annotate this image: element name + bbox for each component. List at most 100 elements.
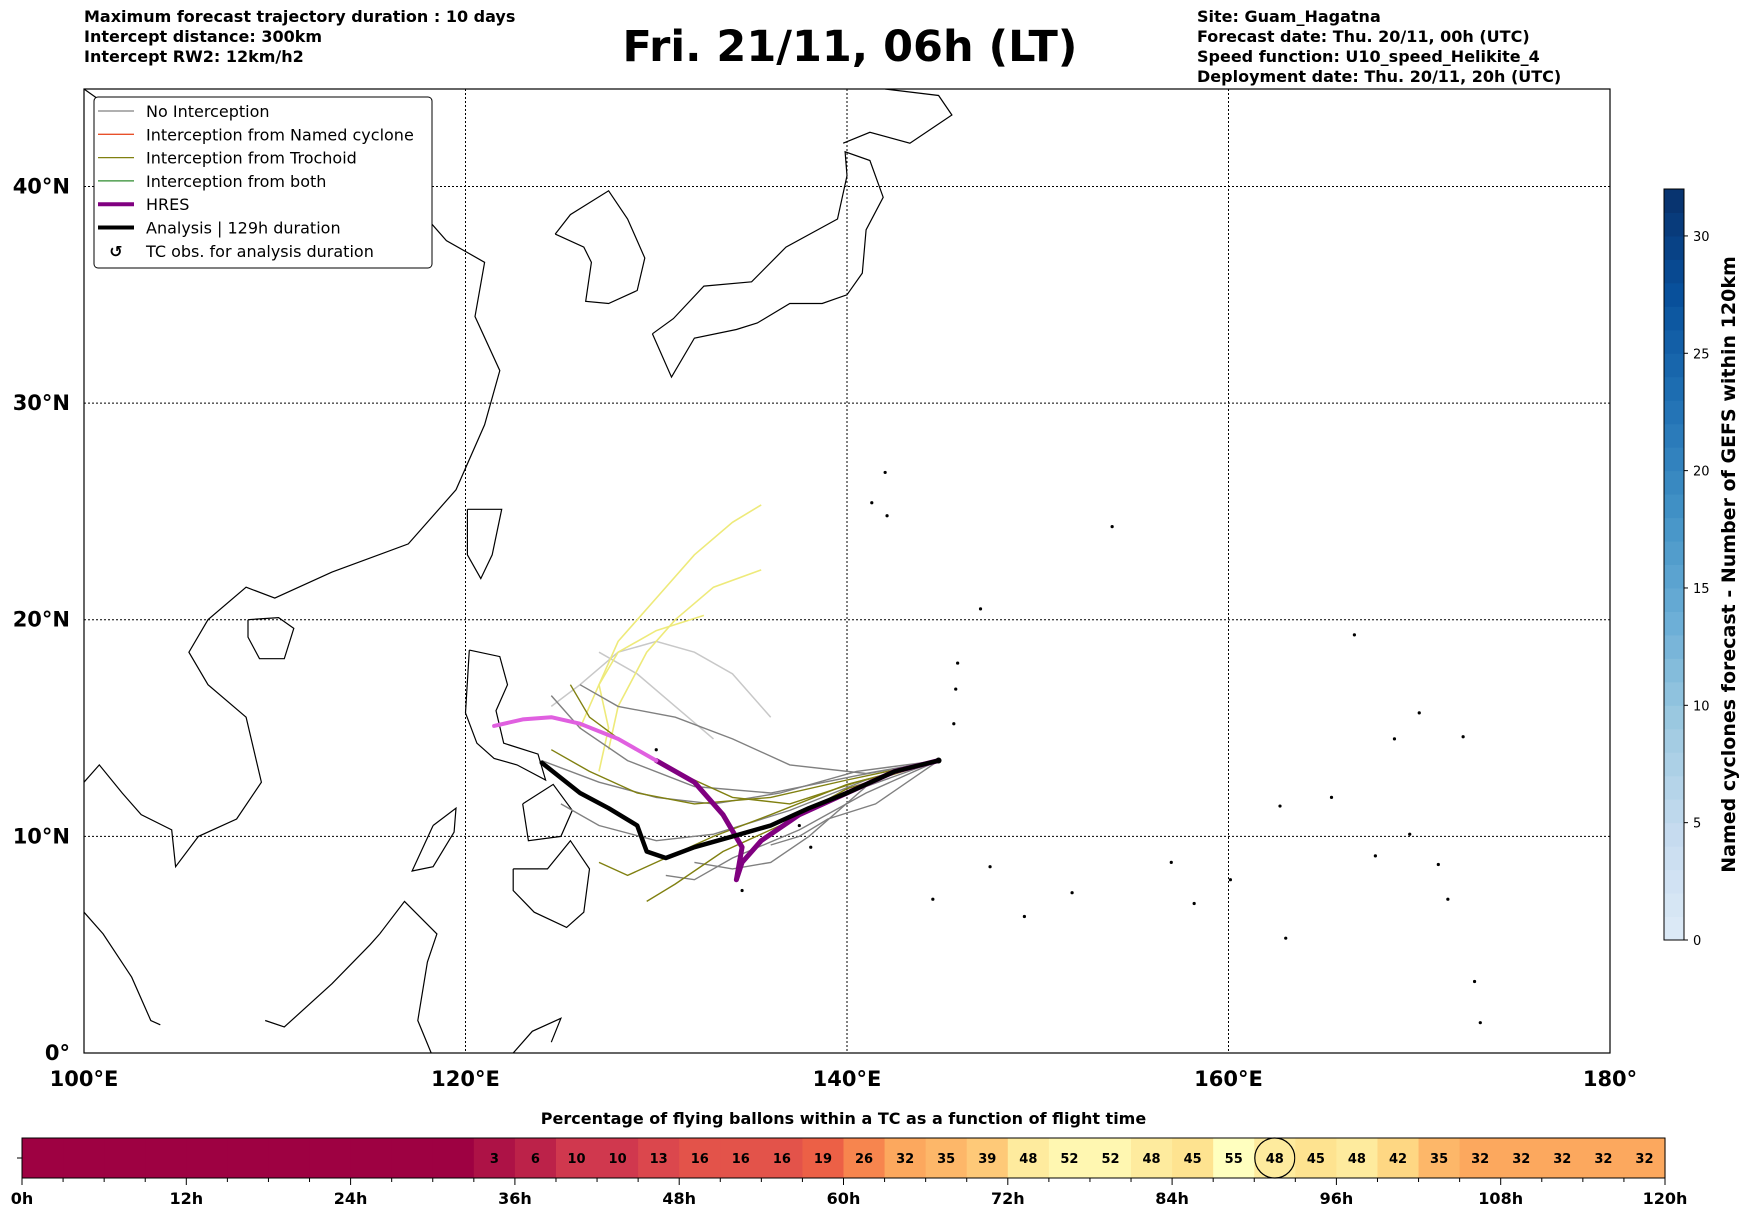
timeline-cell (1336, 1138, 1379, 1178)
header-right-line-2: Forecast date: Thu. 20/11, 00h (UTC) (1197, 27, 1530, 46)
coastlines (84, 89, 953, 1053)
header-right-line-1: Site: Guam_Hagatna (1197, 7, 1381, 26)
timeline-cell-label: 48 (1266, 1152, 1284, 1167)
colorbar-bin (1664, 423, 1684, 448)
island (809, 845, 813, 849)
timeline-cell (268, 1138, 311, 1178)
timeline-cell (925, 1138, 968, 1178)
track-trochoid-light (579, 504, 762, 729)
timeline-cell-label: 6 (531, 1152, 540, 1167)
colorbar-tick-label: 30 (1693, 230, 1710, 245)
colorbar-bin (1664, 705, 1684, 730)
island (988, 865, 992, 869)
island (1132, 1073, 1135, 1076)
timeline-tick-label: 72h (991, 1189, 1025, 1208)
timeline-cell (1048, 1138, 1091, 1178)
y-tick-label: 30°N (13, 391, 70, 415)
map-plot-area: 100°E 120°E 140°E 160°E 180° 0° 10°N 20°N 30°N 40… (13, 88, 1637, 1091)
timeline-cell (309, 1138, 352, 1178)
colorbar-bin (1664, 564, 1684, 589)
island (885, 514, 889, 518)
track-hres-tail (492, 715, 659, 763)
island (1472, 979, 1477, 984)
coastline (84, 911, 161, 1026)
timeline-cell-label: 32 (1553, 1152, 1571, 1167)
colorbar-tick-label: 15 (1693, 582, 1710, 597)
timeline-cell-label: 52 (1101, 1152, 1119, 1167)
track-no-interception (665, 759, 939, 881)
timeline-cell (1541, 1138, 1584, 1178)
timeline-cell-label: 32 (896, 1152, 914, 1167)
header-left-line-3: Intercept RW2: 12km/h2 (84, 47, 304, 66)
timeline-cell (1623, 1138, 1666, 1178)
colorbar-bin (1664, 306, 1684, 331)
timeline-cell-label: 52 (1060, 1152, 1078, 1167)
timeline-tick-label: 108h (1478, 1189, 1523, 1208)
tracks (492, 504, 942, 902)
colorbar-bin (1664, 329, 1684, 354)
colorbar-tick-label: 5 (1693, 817, 1701, 832)
timeline-tick-label: 12h (169, 1189, 203, 1208)
coastline (842, 89, 953, 144)
timeline-tick-label: 84h (1155, 1189, 1189, 1208)
coastline (651, 150, 884, 379)
timeline-cell-label: 48 (1348, 1152, 1366, 1167)
timeline-tick-label: 24h (334, 1189, 368, 1208)
y-tick-label: 10°N (13, 824, 70, 848)
timeline-tick-label: 96h (1320, 1189, 1354, 1208)
island (1461, 735, 1465, 739)
colorbar-bin (1664, 728, 1684, 753)
colorbar-tick-label: 20 (1693, 465, 1710, 480)
header-right-line-3: Speed function: U10_speed_Helikite_4 (1197, 47, 1540, 66)
map-frame (83, 88, 1611, 1054)
legend-label: Interception from Trochoid (146, 149, 357, 168)
timeline-cell (555, 1138, 598, 1178)
island (883, 470, 887, 475)
header-left: Maximum forecast trajectory duration : 1… (84, 7, 515, 67)
coastline (522, 783, 573, 842)
colorbar-bin (1664, 634, 1684, 659)
timeline-tick-label: 120h (1643, 1189, 1688, 1208)
colorbar-tick-label: 0 (1693, 934, 1701, 949)
track-trochoid (569, 684, 939, 805)
colorbar-bin (1664, 282, 1684, 307)
timeline-cell (63, 1138, 105, 1178)
colorbar-bin (1664, 235, 1684, 260)
island (654, 748, 658, 752)
legend-label: HRES (146, 195, 189, 214)
timeline-cell-label: 10 (609, 1152, 627, 1167)
track-trochoid-light (607, 569, 762, 750)
colorbar-bin (1664, 189, 1684, 213)
timeline-cell (1459, 1138, 1502, 1178)
island (1446, 897, 1450, 901)
colorbar-label: Named cyclones forecast - Number of GEFS… (1718, 256, 1740, 873)
timeline-cell-label: 32 (1512, 1152, 1530, 1167)
timeline-cell (761, 1138, 804, 1178)
timeline-cell (473, 1138, 516, 1178)
island (1169, 860, 1173, 864)
island (1070, 891, 1074, 895)
colorbar-bin (1664, 541, 1684, 565)
timeline-cell-label: 26 (855, 1152, 873, 1167)
timeline-cell-label: 48 (1019, 1152, 1037, 1167)
timeline-cell (227, 1138, 270, 1178)
page-title: Fri. 21/11, 06h (LT) (622, 22, 1078, 72)
timeline-cell (350, 1138, 393, 1178)
timeline-cell (104, 1138, 146, 1178)
cyclone-icon: ↺ (109, 242, 122, 261)
timeline-cell (884, 1138, 927, 1178)
colorbar-bin (1664, 916, 1684, 941)
colorbar-bin (1664, 869, 1684, 894)
legend: No Interception Interception from Named c… (93, 96, 433, 269)
track-no-interception (694, 759, 939, 870)
timeline-cell (1500, 1138, 1543, 1178)
colorbar-bin (1664, 587, 1684, 612)
island (1284, 936, 1288, 940)
island (1110, 524, 1114, 529)
track-trochoid (550, 749, 939, 805)
timeline-cell (679, 1138, 721, 1178)
coastline (512, 1017, 563, 1053)
header-right-line-4: Deployment date: Thu. 20/11, 20h (UTC) (1197, 67, 1562, 86)
timeline-cell (1172, 1138, 1214, 1178)
